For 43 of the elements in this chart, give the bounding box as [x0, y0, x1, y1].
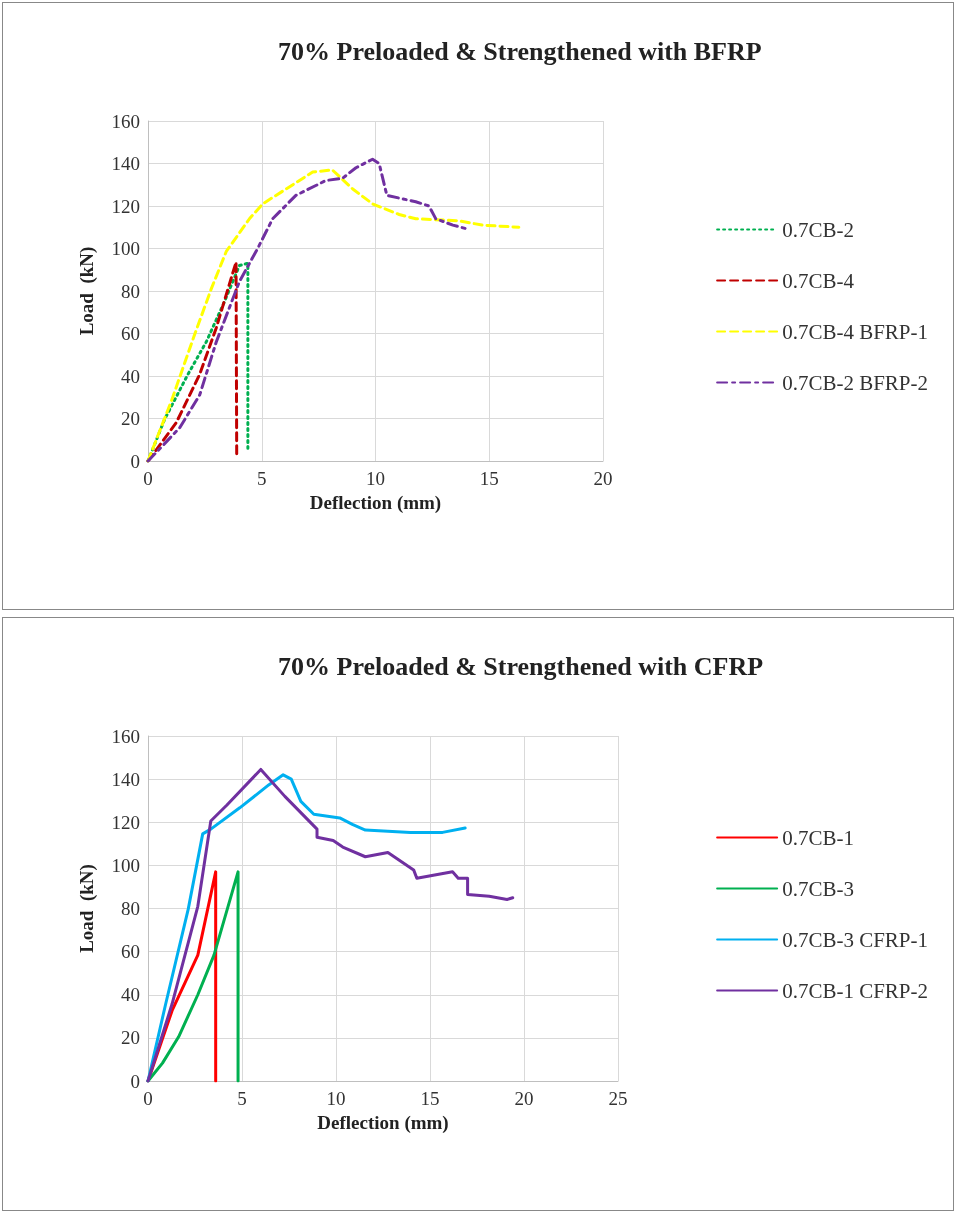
x-tick-label: 5	[257, 468, 267, 489]
x-axis-title: Deflection (mm)	[317, 1112, 449, 1134]
y-tick-label: 140	[111, 153, 140, 174]
x-tick-label: 0	[143, 1088, 153, 1109]
x-tick-label: 0	[143, 468, 153, 489]
x-axis-title: Deflection (mm)	[309, 492, 442, 514]
x-tick-label: 10	[326, 1088, 346, 1109]
x-tick-label: 20	[593, 468, 613, 489]
legend-label: 0.7CB-2 BFRP-2	[782, 370, 928, 395]
x-tick-label: 20	[514, 1088, 534, 1109]
y-tick-label: 80	[121, 898, 140, 919]
x-tick-label: 5	[237, 1088, 247, 1109]
y-axis-title: Load (kN)	[76, 246, 98, 336]
y-tick-label: 60	[121, 941, 140, 963]
legend-label: 0.7CB-3 CFRP-1	[782, 927, 928, 952]
x-tick-label: 10	[366, 468, 385, 489]
y-tick-label: 0	[130, 450, 140, 472]
x-tick-label: 15	[479, 468, 499, 489]
legend-label: 0.7CB-3	[782, 876, 854, 901]
y-tick-label: 60	[121, 323, 140, 344]
y-tick-label: 160	[111, 725, 140, 747]
x-tick-label: 15	[420, 1088, 440, 1109]
y-tick-label: 20	[121, 408, 140, 429]
y-tick-label: 160	[111, 110, 140, 132]
y-tick-label: 140	[111, 768, 140, 790]
y-tick-label: 20	[121, 1027, 140, 1049]
legend-label: 0.7CB-1	[782, 825, 854, 850]
y-tick-label: 0	[130, 1070, 140, 1092]
legend-label: 0.7CB-4	[782, 268, 855, 293]
y-tick-label: 80	[121, 280, 140, 302]
chart-title: 70% Preloaded & Strengthened with CFRP	[278, 651, 764, 681]
y-tick-label: 100	[111, 854, 140, 876]
y-axis-title: Load (kN)	[76, 864, 98, 953]
y-tick-label: 100	[111, 238, 140, 259]
chart-title: 70% Preloaded & Strengthened with BFRP	[278, 36, 762, 66]
y-tick-label: 40	[121, 365, 140, 387]
x-tick-label: 25	[608, 1088, 628, 1109]
legend-label: 0.7CB-4 BFRP-1	[782, 319, 928, 344]
legend-label: 0.7CB-1 CFRP-2	[782, 978, 928, 1003]
y-tick-label: 120	[111, 811, 140, 833]
legend-label: 0.7CB-2	[782, 217, 854, 242]
y-tick-label: 120	[111, 195, 140, 217]
y-tick-label: 40	[121, 984, 140, 1006]
